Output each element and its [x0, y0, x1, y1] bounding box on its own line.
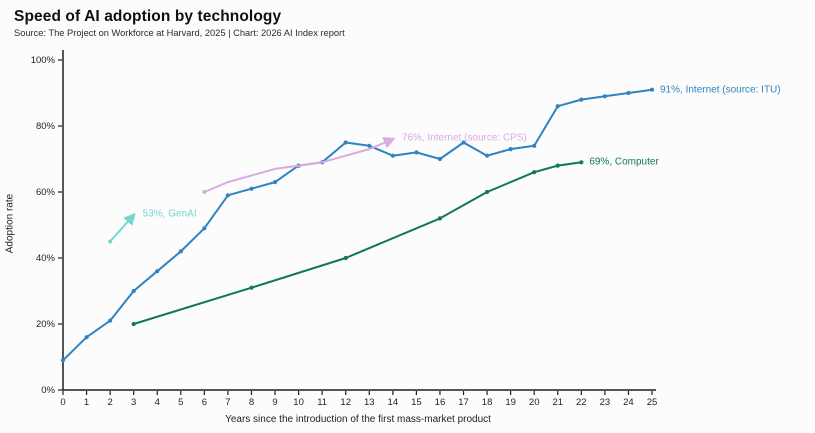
svg-text:7: 7: [225, 397, 230, 408]
series-label-computer: 69%, Computer: [589, 156, 659, 168]
svg-text:0: 0: [60, 397, 65, 408]
svg-text:19: 19: [505, 397, 516, 408]
svg-text:1: 1: [84, 397, 89, 408]
svg-text:2: 2: [107, 397, 112, 408]
svg-text:40%: 40%: [36, 253, 56, 264]
series-label-genai: 53%, GenAI: [142, 208, 197, 220]
svg-text:4: 4: [155, 397, 160, 408]
svg-text:22: 22: [576, 397, 587, 408]
svg-text:12: 12: [340, 397, 351, 408]
svg-text:13: 13: [364, 397, 375, 408]
svg-text:23: 23: [600, 397, 611, 408]
series-label-internet-cps: 76%, Internet (source: CPS): [401, 132, 527, 144]
svg-text:0%: 0%: [41, 385, 55, 396]
svg-text:20: 20: [529, 397, 540, 408]
svg-text:80%: 80%: [36, 121, 56, 132]
svg-text:3: 3: [131, 397, 136, 408]
svg-text:24: 24: [623, 397, 634, 408]
svg-text:100%: 100%: [31, 55, 56, 66]
chart-subtitle: Source: The Project on Workforce at Harv…: [14, 28, 345, 38]
svg-text:9: 9: [272, 397, 277, 408]
svg-text:18: 18: [482, 397, 493, 408]
x-axis-label: Years since the introduction of the firs…: [225, 414, 491, 425]
svg-text:21: 21: [552, 397, 563, 408]
chart-title: Speed of AI adoption by technology: [14, 8, 282, 25]
svg-text:14: 14: [388, 397, 399, 408]
svg-text:17: 17: [458, 397, 469, 408]
svg-text:20%: 20%: [36, 319, 56, 330]
svg-text:10: 10: [293, 397, 304, 408]
svg-text:11: 11: [317, 397, 327, 408]
svg-text:5: 5: [178, 397, 183, 408]
y-axis-label: Adoption rate: [4, 193, 16, 254]
svg-text:60%: 60%: [36, 187, 56, 198]
svg-text:8: 8: [249, 397, 254, 408]
series-label-internet-itu: 91%, Internet (source: ITU): [660, 84, 781, 96]
svg-text:6: 6: [202, 397, 207, 408]
svg-text:16: 16: [435, 397, 446, 408]
svg-text:15: 15: [411, 397, 422, 408]
svg-text:25: 25: [647, 397, 658, 408]
